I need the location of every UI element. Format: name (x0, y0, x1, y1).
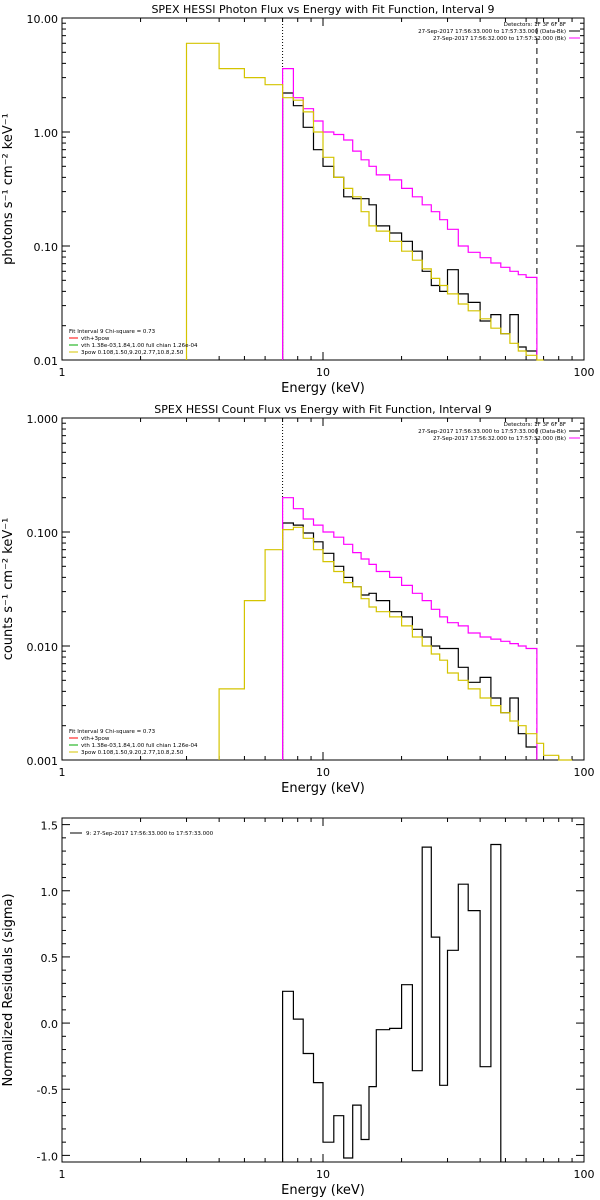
series-2-line (282, 497, 538, 760)
y-tick-label: 0.0 (41, 1018, 59, 1031)
y-tick-label: -1.0 (37, 1150, 58, 1163)
y-tick-label: 0.10 (34, 241, 59, 254)
y-tick-label: 1.5 (41, 820, 59, 833)
chart-panel-1: SPEX HESSI Photon Flux vs Energy with Fi… (1, 3, 595, 396)
legend-bottom-text: vth 1.38e-03,1.84,1.00 full chian 1.26e-… (81, 343, 198, 349)
y-tick-label: -0.5 (37, 1084, 58, 1097)
series-3-line (185, 42, 544, 361)
x-tick-label: 100 (574, 366, 595, 379)
legend-bottom-text: 3pow 0.108,1.50,9.20,2.77,10.8,2.50 (81, 350, 184, 356)
legend-bottom-text: vth+3pow (81, 336, 110, 342)
legend-top-text: 27-Sep-2017 17:56:33.000 to 17:57:33.000… (418, 29, 566, 35)
series-1-line (282, 843, 502, 1162)
x-tick-label: 100 (574, 766, 595, 779)
x-tick-label: 10 (316, 766, 330, 779)
series-2-line (282, 68, 538, 360)
x-tick-label: 1 (59, 366, 66, 379)
legend-top-text: Detectors: 1F 3F 6F 8F (504, 422, 566, 428)
legend-bottom-text: vth 1.38e-03,1.84,1.00 full chian 1.26e-… (81, 743, 198, 749)
chart-title: SPEX HESSI Count Flux vs Energy with Fit… (154, 403, 491, 416)
legend-bottom-text: 3pow 0.108,1.50,9.20,2.77,10.8,2.50 (81, 750, 184, 756)
y-tick-label: 0.001 (27, 755, 59, 768)
plot-frame (61, 417, 585, 761)
legend-bottom-text: vth+3pow (81, 736, 110, 742)
x-tick-label: 1 (59, 766, 66, 779)
y-axis-label: photons s⁻¹ cm⁻² keV⁻¹ (1, 113, 16, 265)
chart-panel-3: 1 10 100 -1.0 -0.5 0.0 0.5 1.0 1.5 Energy (keV) No… (1, 817, 595, 1198)
legend-top-text: Detectors: 1F 3F 6F 8F (504, 22, 566, 28)
chart-panel-2: SPEX HESSI Count Flux vs Energy with Fit… (1, 403, 595, 796)
legend-top-text: 27-Sep-2017 17:56:32.000 to 17:57:32.000… (433, 36, 566, 42)
legend-text: 9: 27-Sep-2017 17:56:33.000 to 17:57:33.… (86, 831, 214, 837)
y-axis-label: Normalized Residuals (sigma) (1, 893, 16, 1086)
y-tick-label: 0.01 (34, 355, 59, 368)
y-tick-label: 0.100 (27, 527, 59, 540)
y-tick-label: 10.00 (27, 13, 59, 26)
y-tick-label: 1.000 (27, 413, 59, 426)
chart-title: SPEX HESSI Photon Flux vs Energy with Fi… (151, 3, 494, 16)
series-1-line (282, 92, 538, 360)
x-tick-label: 100 (574, 1168, 595, 1181)
plot-frame (61, 17, 585, 361)
y-tick-label: 1.0 (41, 886, 59, 899)
x-axis-label: Energy (keV) (281, 381, 365, 396)
legend-bottom-text: Fit Interval 9 Chi-square = 0.73 (69, 729, 156, 735)
x-tick-label: 10 (316, 1168, 330, 1181)
legend-bottom-text: Fit Interval 9 Chi-square = 0.73 (69, 329, 156, 335)
series-3-line (218, 526, 573, 761)
x-tick-label: 10 (316, 366, 330, 379)
y-tick-label: 0.5 (41, 952, 59, 965)
x-axis-label: Energy (keV) (281, 781, 365, 796)
legend-top-text: 27-Sep-2017 17:56:33.000 to 17:57:33.000… (418, 429, 566, 435)
series-1-line (282, 522, 538, 760)
x-axis-label: Energy (keV) (281, 1183, 365, 1198)
y-axis-label: counts s⁻¹ cm⁻² keV⁻¹ (1, 518, 16, 661)
legend-top-text: 27-Sep-2017 17:56:32.000 to 17:57:32.000… (433, 436, 566, 442)
y-tick-label: 0.010 (27, 641, 59, 654)
x-tick-label: 1 (59, 1168, 66, 1181)
y-tick-label: 1.00 (34, 127, 59, 140)
